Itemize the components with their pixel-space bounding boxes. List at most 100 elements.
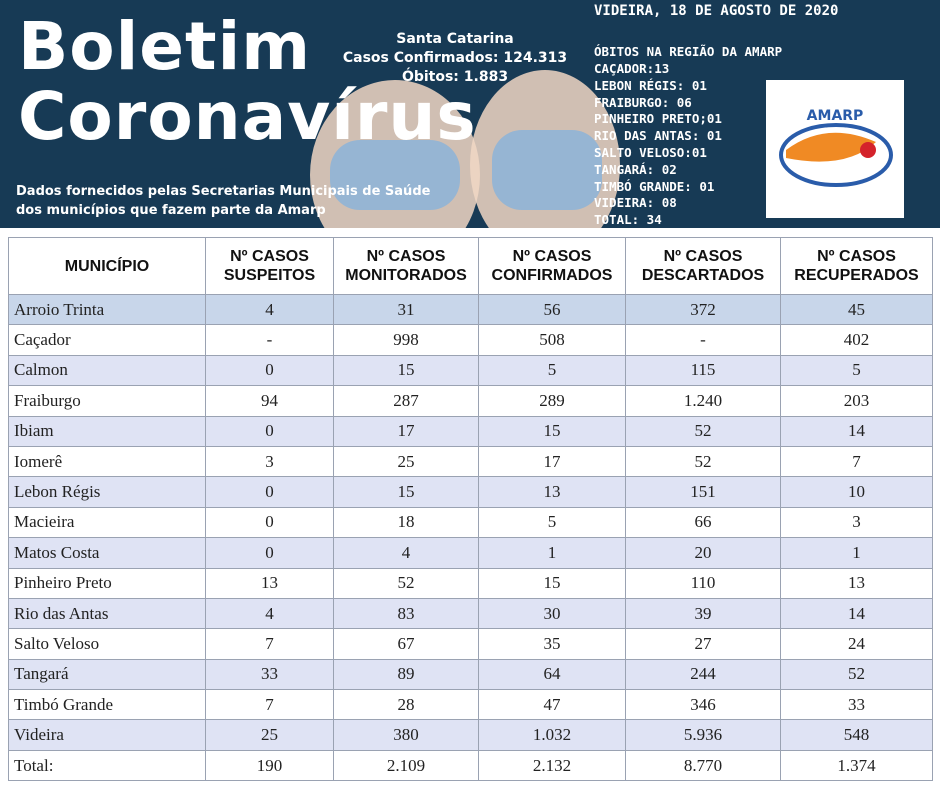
illustration xyxy=(330,140,460,210)
header-line: CONFIRMADOS xyxy=(491,267,613,284)
table-row: Pinheiro Preto 13 52 15 110 13 xyxy=(8,567,933,599)
cell: 0 xyxy=(205,415,334,447)
cell: 13 xyxy=(478,476,626,508)
cell: 380 xyxy=(333,719,479,751)
municipality: Iomerê xyxy=(8,445,206,478)
cell: 287 xyxy=(333,385,479,417)
region-death: FRAIBURGO: 06 xyxy=(594,94,692,110)
municipality: Pinheiro Preto xyxy=(8,567,206,599)
table-row: Lebon Régis 0 15 13 151 10 xyxy=(8,476,933,508)
date: VIDEIRA, 18 DE AGOSTO DE 2020 xyxy=(594,3,839,19)
cell: 33 xyxy=(205,658,334,691)
table-row: Macieira 0 18 5 66 3 xyxy=(8,506,933,539)
cell: 27 xyxy=(625,628,781,660)
cell: 39 xyxy=(625,597,781,630)
column-header: Nº CASOS SUSPEITOS xyxy=(205,237,334,295)
municipality: Total: xyxy=(8,749,206,782)
logo-text: AMARP xyxy=(807,108,864,124)
illustration xyxy=(492,130,602,210)
cell: 402 xyxy=(780,324,933,356)
cell: 35 xyxy=(478,628,626,660)
table-row: Rio das Antas 4 83 30 39 14 xyxy=(8,597,933,630)
region-death: SALTO VELOSO:01 xyxy=(594,144,707,160)
cell: 0 xyxy=(205,354,334,387)
municipality: Calmon xyxy=(8,354,206,387)
cell: 17 xyxy=(478,445,626,478)
cell: 151 xyxy=(625,476,781,508)
cell: 17 xyxy=(333,415,479,447)
table-row: Tangará 33 89 64 244 52 xyxy=(8,658,933,691)
cell: 10 xyxy=(780,476,933,508)
deaths: Óbitos: 1.883 xyxy=(401,69,509,85)
cell: 52 xyxy=(625,445,781,478)
cell: 15 xyxy=(333,354,479,387)
state: Santa Catarina xyxy=(396,31,514,47)
cell: 13 xyxy=(780,567,933,599)
cell: 1 xyxy=(478,537,626,569)
region-death: TIMBÓ GRANDE: 01 xyxy=(594,178,715,194)
column-header: Nº CASOS CONFIRMADOS xyxy=(478,237,626,295)
cell: 5 xyxy=(478,506,626,539)
header-line: Nº CASOS xyxy=(817,248,896,265)
cell: 45 xyxy=(780,293,933,326)
cell: 998 xyxy=(333,324,479,356)
table-row: Caçador -998 508-402 xyxy=(8,324,933,356)
source: dos municípios que fazem parte da Amarp xyxy=(16,203,326,218)
cell: 31 xyxy=(333,293,479,326)
confirmed: Casos Confirmados: 124.313 xyxy=(342,50,568,66)
cell: 1.374 xyxy=(780,749,933,782)
header-line: Nº CASOS xyxy=(512,248,592,265)
cell: - xyxy=(205,324,334,356)
region-title: ÓBITOS NA REGIÃO DA AMARP xyxy=(594,44,783,59)
cell: 1.032 xyxy=(478,719,626,751)
header-row: MUNICÍPIO Nº CASOS SUSPEITOS Nº CASOS MONITO… xyxy=(8,237,933,295)
title: Coronavírus xyxy=(18,78,477,155)
table-row: Matos Costa 0 4 1 20 1 xyxy=(8,537,933,569)
municipality: Salto Veloso xyxy=(8,628,206,660)
cell: 52 xyxy=(625,415,781,447)
logo: AMARP xyxy=(766,80,904,218)
cell: 67 xyxy=(333,628,479,660)
cell: 372 xyxy=(625,293,781,326)
table-row: Fraiburgo 94 287 289 1.240 203 xyxy=(8,385,933,417)
cell: 33 xyxy=(780,689,933,721)
cell: 190 xyxy=(205,749,334,782)
region-death: TOTAL: 34 xyxy=(594,212,662,228)
column-header: MUNICÍPIO xyxy=(8,237,206,295)
header-line: Nº CASOS xyxy=(366,248,446,265)
municipality: Macieira xyxy=(8,506,206,539)
cell: 5 xyxy=(780,354,933,387)
municipality: Lebon Régis xyxy=(8,476,206,508)
cell: 52 xyxy=(780,658,933,691)
cell: 8.770 xyxy=(625,749,781,782)
cell: 7 xyxy=(780,445,933,478)
cell: 52 xyxy=(333,567,479,599)
cell: 13 xyxy=(205,567,334,599)
cell: 548 xyxy=(780,719,933,751)
cell: 20 xyxy=(625,537,781,569)
cell: 64 xyxy=(478,658,626,691)
cell: 15 xyxy=(478,567,626,599)
cell: 4 xyxy=(333,537,479,569)
municipality: Videira xyxy=(8,719,206,751)
region-death: LEBON RÉGIS: 01 xyxy=(594,77,707,93)
header-line: Nº CASOS xyxy=(230,248,309,265)
source: Dados fornecidos pelas Secretarias Munic… xyxy=(16,184,431,199)
municipality: Matos Costa xyxy=(8,537,206,569)
table-row: Ibiam 0 17 15 52 14 xyxy=(8,415,933,447)
cell: 4 xyxy=(205,597,334,630)
column-header: Nº CASOS RECUPERADOS xyxy=(780,237,933,295)
cell: 25 xyxy=(205,719,334,751)
header-line: DESCARTADOS xyxy=(641,267,765,284)
cell: 28 xyxy=(333,689,479,721)
cell: 3 xyxy=(205,445,334,478)
header-line: MUNICÍPIO xyxy=(64,257,150,275)
cell: 18 xyxy=(333,506,479,539)
cell: 115 xyxy=(625,354,781,387)
table-row: Arroio Trinta 4 31 56 372 45 xyxy=(8,293,933,326)
municipality: Ibiam xyxy=(8,415,206,447)
cell: 1.240 xyxy=(625,385,781,417)
cell: 508 xyxy=(478,324,626,356)
header-line: SUSPEITOS xyxy=(223,267,316,284)
